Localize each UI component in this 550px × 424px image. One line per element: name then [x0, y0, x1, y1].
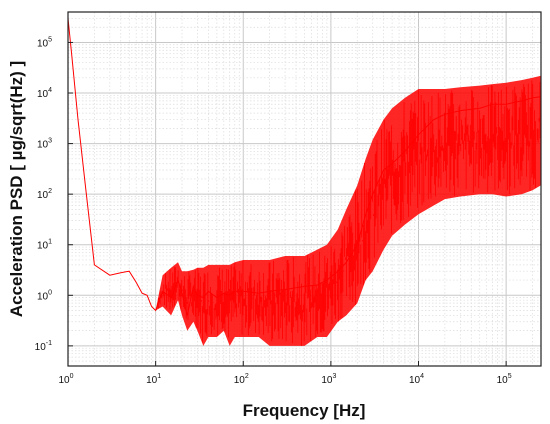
plot-frame: [67, 11, 542, 367]
psd-series-line: [67, 18, 542, 316]
y-axis-label: Acceleration PSD [ µg/sqrt(Hz) ]: [7, 61, 26, 317]
psd-noise-band: [68, 18, 542, 346]
psd-envelope: [68, 18, 541, 346]
x-axis-label: Frequency [Hz]: [243, 401, 366, 420]
axis-ticks: [67, 41, 507, 366]
